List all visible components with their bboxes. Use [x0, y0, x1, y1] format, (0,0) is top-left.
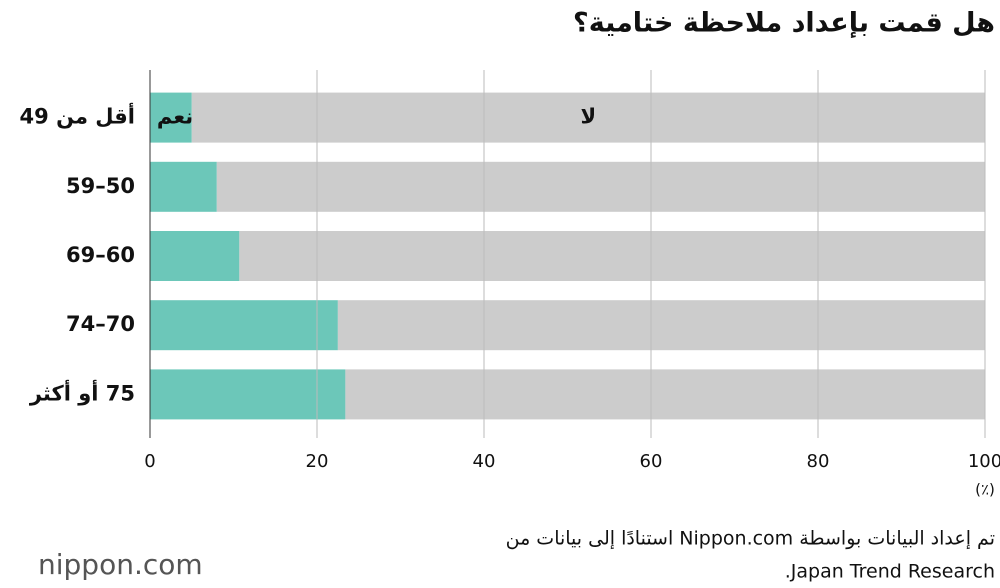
x-tick-label: 60	[640, 451, 663, 472]
x-tick-label: 100	[968, 451, 1000, 472]
y-tick-label: 50–59	[66, 174, 135, 198]
x-tick-label: 80	[807, 451, 830, 472]
y-tick-label: أقل من 49	[20, 102, 135, 129]
y-tick-label: 75 أو أكثر	[29, 378, 135, 405]
bar-segment	[150, 161, 217, 212]
bar-segment	[337, 300, 985, 351]
source-line: Japan Trend Research.	[785, 561, 995, 583]
legend-label: لا	[581, 105, 597, 129]
axis-unit: (٪)	[975, 481, 995, 499]
bar-segment	[150, 369, 346, 420]
bar-segment	[150, 92, 192, 143]
bar-segment	[345, 369, 985, 420]
bar-segment	[191, 92, 985, 143]
bar-segment	[150, 231, 240, 281]
bar-segment	[150, 300, 338, 351]
y-tick-label: 60–69	[66, 243, 135, 267]
x-tick-label: 20	[306, 451, 329, 472]
logo: nippon.com	[38, 548, 203, 581]
x-tick-label: 0	[144, 451, 155, 472]
bar-segment	[239, 231, 986, 281]
x-tick-label: 40	[473, 451, 496, 472]
legend-label: نعم	[157, 105, 193, 129]
bar-segment	[216, 161, 986, 212]
source-line: تم إعداد البيانات بواسطة Nippon.com استن…	[506, 528, 995, 551]
y-tick-label: 70–74	[66, 312, 135, 336]
chart-title: هل قمت بإعداد ملاحظة ختامية؟	[573, 8, 995, 39]
